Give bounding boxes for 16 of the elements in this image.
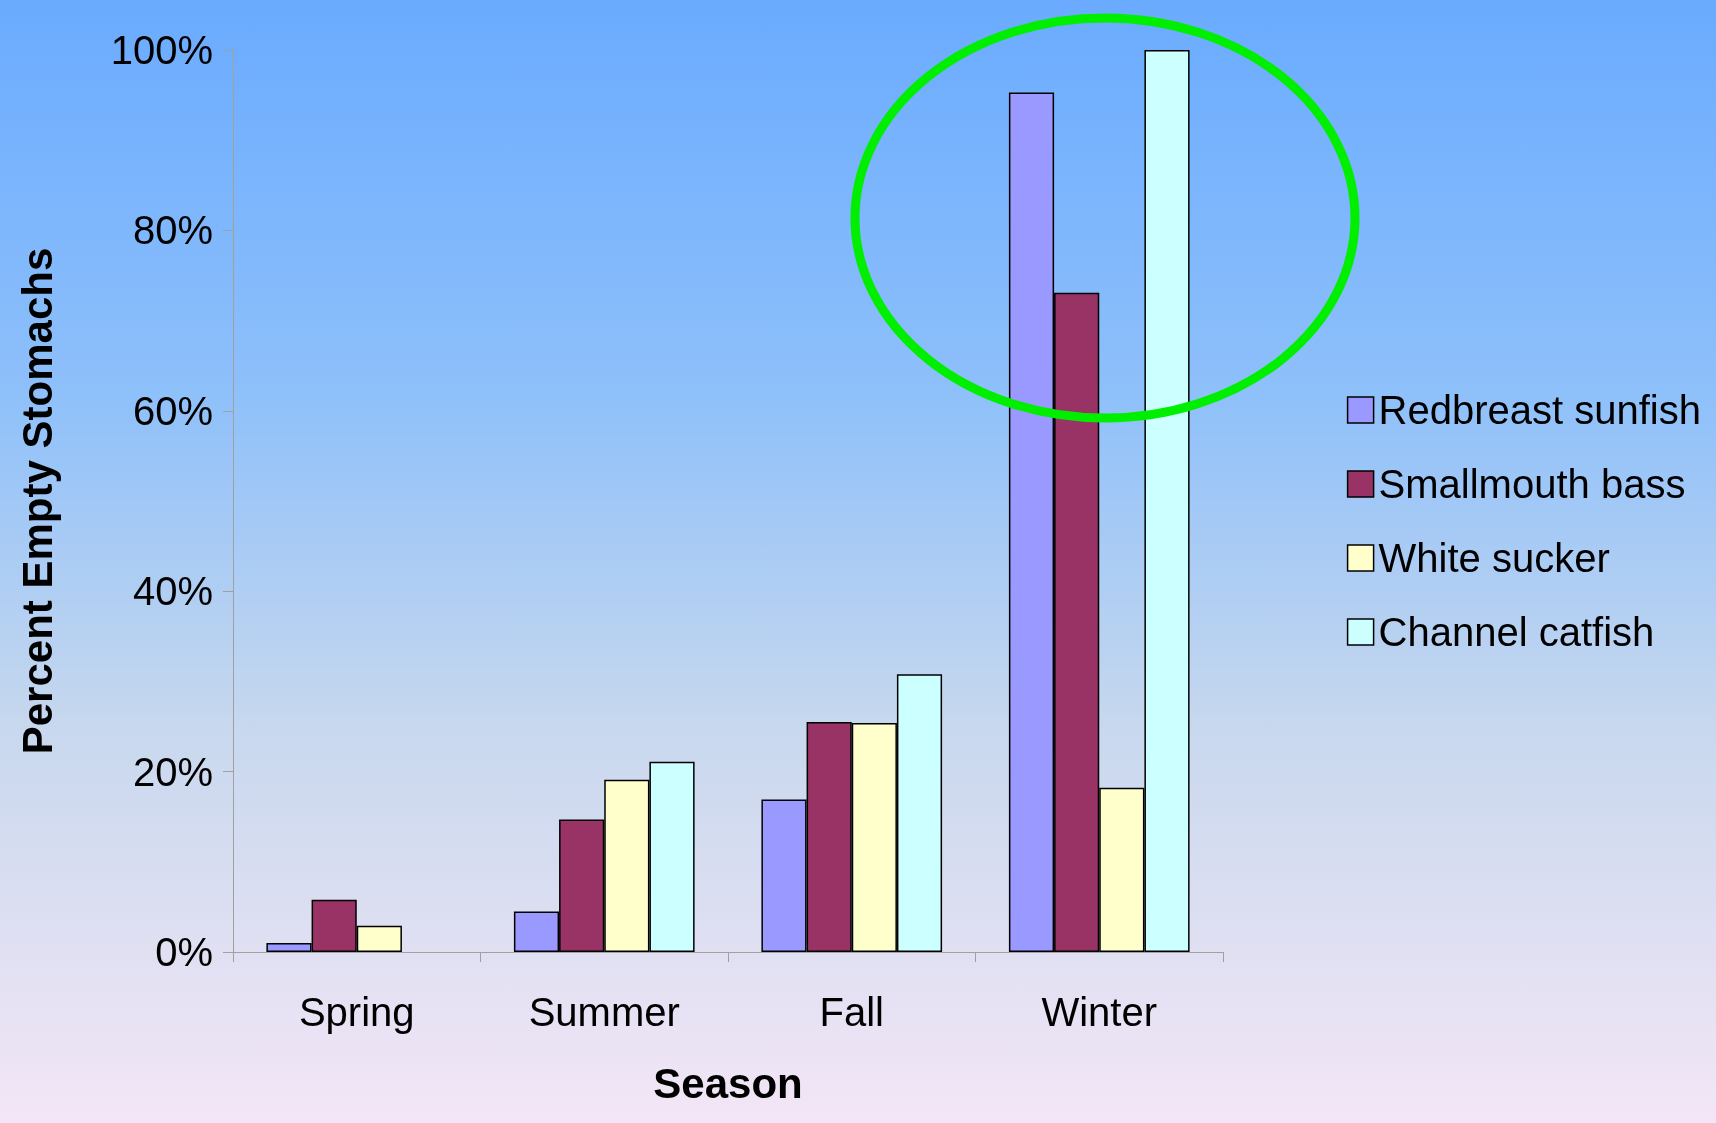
y-tick-label: 60% [132, 388, 213, 433]
x-tick-label: Summer [528, 990, 680, 1034]
legend-label: White sucker [1378, 536, 1610, 580]
x-tick-label: Winter [1041, 990, 1158, 1034]
y-tick-label: 40% [132, 569, 213, 614]
legend-label: Channel catfish [1378, 610, 1655, 654]
y-tick-label: 0% [155, 930, 213, 974]
legend-label: Smallmouth bass [1378, 462, 1686, 506]
y-axis-title: Percent Empty Stomachs [13, 247, 61, 755]
legend-label: Redbreast sunfish [1378, 388, 1701, 432]
x-axis-title: Season [653, 1059, 803, 1107]
x-tick-label: Spring [298, 990, 415, 1034]
y-tick-label: 20% [132, 749, 213, 794]
y-tick-label: 100% [110, 28, 213, 72]
y-tick-label: 80% [132, 208, 213, 253]
x-tick-label: Fall [819, 990, 884, 1034]
